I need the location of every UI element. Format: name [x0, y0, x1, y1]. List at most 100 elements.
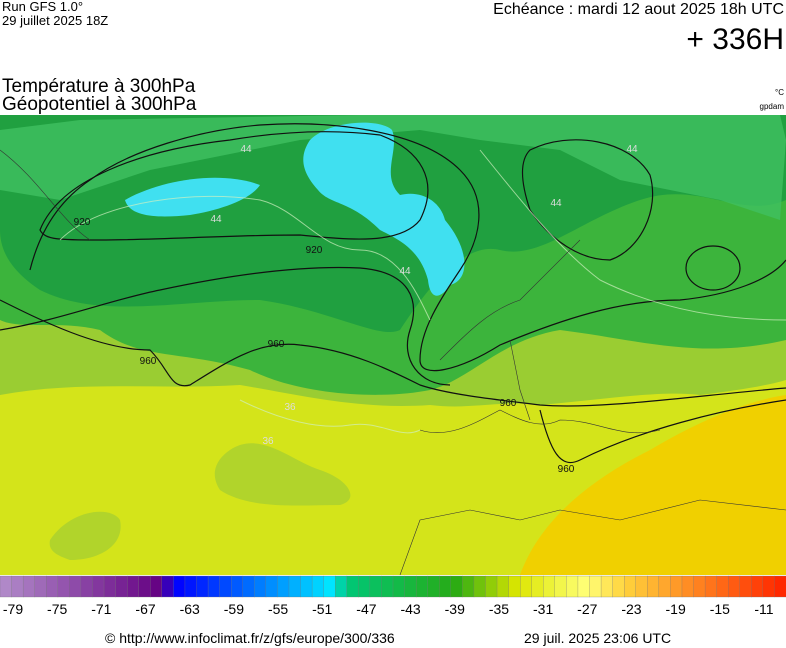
colorbar-swatch: [566, 575, 579, 598]
colorbar-swatch: [450, 575, 463, 598]
unit-geo: gpdam: [760, 102, 785, 111]
colorbar-swatch: [439, 575, 452, 598]
temp-field: [214, 443, 351, 506]
colorbar-swatch: [658, 575, 671, 598]
colorbar-swatch: [150, 575, 163, 598]
title-temp: Température à 300hPa: [2, 76, 196, 97]
valid-time: Echéance : mardi 12 aout 2025 18h UTC: [493, 1, 784, 18]
colorbar-swatch: [11, 575, 24, 598]
colorbar-swatch: [635, 575, 648, 598]
colorbar-swatch: [693, 575, 706, 598]
colorbar-label: -67: [135, 601, 155, 617]
colorbar-swatch: [34, 575, 47, 598]
colorbar-swatch: [254, 575, 267, 598]
contour-label: 44: [626, 144, 638, 155]
colorbar-swatch: [184, 575, 197, 598]
colorbar-swatch: [80, 575, 93, 598]
colorbar-swatch: [0, 575, 13, 598]
colorbar-swatch: [126, 575, 140, 598]
colorbar-swatch: [624, 575, 637, 598]
colorbar-swatch: [716, 575, 729, 598]
colorbar-swatch: [496, 575, 510, 598]
colorbar-swatch: [531, 575, 544, 598]
contour-label: 920: [306, 245, 323, 256]
colorbar-swatch: [288, 575, 301, 598]
colorbar-swatch: [462, 575, 475, 598]
source-url: © http://www.infoclimat.fr/z/gfs/europe/…: [105, 630, 395, 646]
colorbar-swatch: [681, 575, 694, 598]
colorbar-swatch: [404, 575, 417, 598]
colorbar-swatch: [762, 575, 775, 598]
colorbar-swatch: [300, 575, 313, 598]
colorbar-swatch: [508, 575, 521, 598]
colorbar-swatch: [173, 575, 186, 598]
contour-label: 960: [268, 339, 285, 350]
colorbar-swatch: [543, 575, 556, 598]
colorbar-label: -75: [47, 601, 67, 617]
colorbar-swatch: [92, 575, 105, 598]
colorbar-swatch: [600, 575, 614, 598]
colorbar-swatch: [554, 575, 567, 598]
contour-label: 960: [558, 464, 575, 475]
colorbar-label: -27: [577, 601, 597, 617]
colorbar-swatch: [739, 575, 752, 598]
colorbar-swatch: [346, 575, 359, 598]
contour-label: 36: [284, 402, 296, 413]
colorbar-swatch: [519, 575, 533, 598]
title-geo: Géopotentiel à 300hPa: [2, 94, 197, 115]
colorbar-swatch: [381, 575, 394, 598]
colorbar-swatch: [265, 575, 278, 598]
unit-temp: °C: [775, 88, 784, 97]
colorbar-swatch: [589, 575, 602, 598]
contour-label: 960: [500, 398, 517, 409]
colorbar-swatch: [103, 575, 117, 598]
colorbar-label: -51: [312, 601, 332, 617]
contour-label: 44: [240, 144, 252, 155]
colorbar-swatch: [751, 575, 764, 598]
colorbar-label: -59: [224, 601, 244, 617]
colorbar-swatch: [161, 575, 174, 598]
colorbar-swatch: [704, 575, 718, 598]
colorbar-swatch: [612, 575, 625, 598]
colorbar-swatch: [231, 575, 244, 598]
colorbar-swatch: [207, 575, 221, 598]
colorbar-swatch: [138, 575, 151, 598]
colorbar-label: -39: [445, 601, 465, 617]
cold-core: [303, 122, 465, 296]
colorbar-swatch: [69, 575, 82, 598]
contour-label: 920: [74, 217, 91, 228]
temp-field: [0, 115, 786, 220]
colorbar-label: -31: [533, 601, 553, 617]
colorbar-label: -79: [3, 601, 23, 617]
colorbar-swatch: [577, 575, 590, 598]
colorbar-swatch: [46, 575, 59, 598]
colorbar-swatch: [728, 575, 741, 598]
run-date: 29 juillet 2025 18Z: [2, 13, 108, 28]
colorbar-swatch: [277, 575, 290, 598]
colorbar-swatch: [335, 575, 348, 598]
colorbar-swatch: [57, 575, 70, 598]
contour-label: 44: [550, 198, 562, 209]
lead-time: + 336H: [686, 23, 784, 56]
colorbar-swatch: [22, 575, 36, 598]
colorbar-swatch: [774, 575, 786, 598]
colorbar-label: -11: [754, 601, 773, 617]
colorbar-swatch: [473, 575, 486, 598]
colorbar-swatch: [415, 575, 429, 598]
colorbar-label: -15: [710, 601, 730, 617]
isotherm-contours: [59, 149, 786, 434]
colorbar-swatch: [369, 575, 382, 598]
colorbar-swatch: [196, 575, 209, 598]
colorbar-label: -23: [621, 601, 641, 617]
colorbar-label: -19: [666, 601, 686, 617]
colorbar-swatch: [358, 575, 371, 598]
colorbar-swatch: [485, 575, 498, 598]
colorbar-swatch: [323, 575, 336, 598]
colorbar-label: -43: [400, 601, 420, 617]
map: 920 920 960 960 960 960 44 44 44 44 44 36 36: [0, 115, 786, 575]
colorbar-swatch: [242, 575, 255, 598]
colorbar-label: -71: [91, 601, 111, 617]
contour-label: 44: [399, 266, 411, 277]
colorbar-label: -63: [180, 601, 200, 617]
colorbar-swatch: [647, 575, 660, 598]
